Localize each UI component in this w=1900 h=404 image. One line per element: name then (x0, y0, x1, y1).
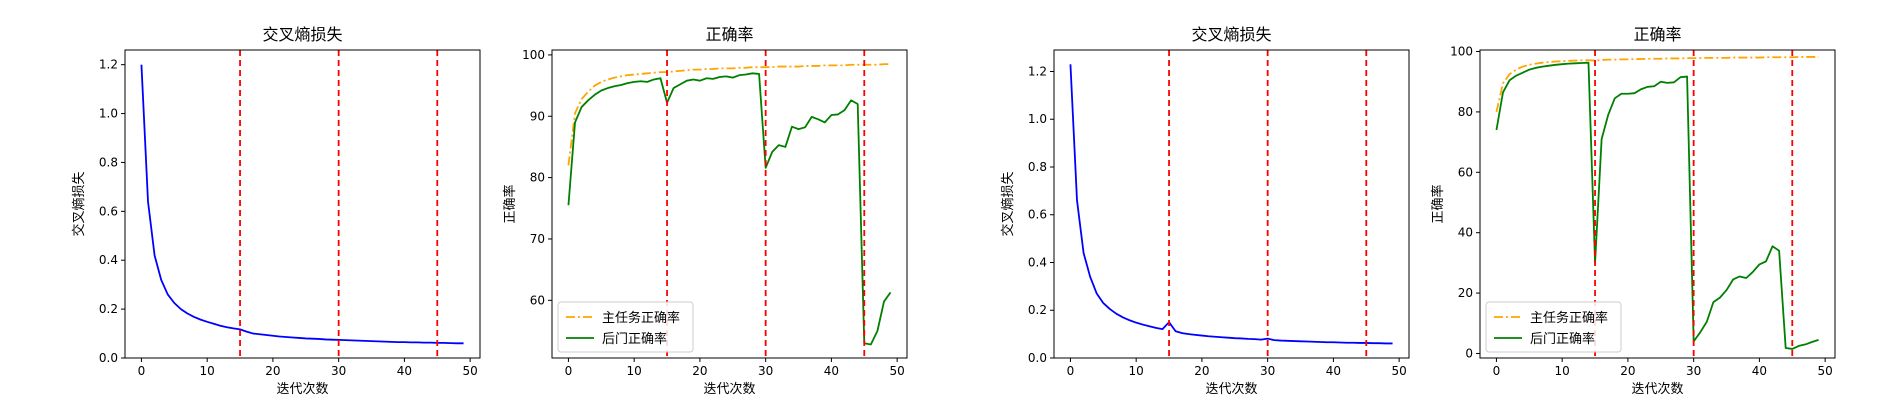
y-tick-label: 0 (1465, 346, 1473, 360)
y-tick-label: 1.2 (99, 58, 118, 72)
y-tick-label: 0.0 (99, 351, 118, 365)
y-tick-label: 0.6 (99, 204, 118, 218)
y-axis-label: 交叉熵损失 (71, 171, 87, 236)
chart-title: 正确率 (705, 25, 753, 44)
x-tick-label: 40 (824, 364, 839, 378)
x-tick-label: 30 (758, 364, 773, 378)
y-tick-label: 0.2 (99, 302, 118, 316)
x-tick-label: 20 (692, 364, 707, 378)
chart-title: 交叉熵损失 (262, 25, 342, 44)
y-tick-label: 0.4 (99, 253, 118, 267)
y-axis-label: 交叉熵损失 (1000, 171, 1016, 236)
y-tick-label: 100 (522, 48, 545, 62)
chart-panel-2: 正确率 0 10 20 30 40 50 60 70 80 90 100 迭代次数 正确率主任务正确率后门… (502, 25, 908, 397)
y-tick-label: 60 (1458, 165, 1473, 179)
x-tick-label: 10 (200, 364, 215, 378)
series-line-1 (567, 63, 891, 166)
series-line-2 (1495, 61, 1819, 350)
y-tick-label: 90 (530, 109, 545, 123)
series-line-2 (567, 72, 892, 346)
plot-area (1069, 50, 1393, 358)
legend-label-1: 主任务正确率 (1530, 310, 1608, 326)
x-tick-label: 20 (1194, 364, 1209, 378)
x-tick-label: 10 (1129, 364, 1144, 378)
x-tick-label: 0 (138, 364, 146, 378)
chart-title: 交叉熵损失 (1191, 25, 1271, 44)
x-axis-label: 迭代次数 (1205, 381, 1257, 397)
plot-frame (124, 49, 481, 359)
x-tick-label: 10 (627, 364, 642, 378)
x-tick-label: 30 (1686, 364, 1701, 378)
x-tick-label: 40 (1326, 364, 1341, 378)
y-tick-label: 80 (530, 171, 545, 185)
x-tick-label: 20 (265, 364, 280, 378)
x-tick-label: 0 (1067, 364, 1075, 378)
plot-frame (1479, 49, 1836, 359)
y-tick-label: 0.2 (1028, 303, 1047, 317)
y-axis-label: 正确率 (502, 184, 518, 223)
y-tick-label: 20 (1458, 286, 1473, 300)
y-tick-label: 70 (530, 232, 545, 246)
y-tick-label: 0.0 (1028, 351, 1047, 365)
legend-box (557, 301, 694, 353)
x-tick-label: 50 (889, 364, 904, 378)
chart-panel-3: 交叉熵损失 0 10 20 30 40 50 0.0 0.2 0.4 0.6 0.8 1.0 1.2 迭代次… (1000, 25, 1410, 397)
plot-frame (1053, 49, 1410, 359)
y-tick-label: 0.4 (1028, 255, 1047, 269)
x-tick-label: 40 (1752, 364, 1767, 378)
y-tick-label: 100 (1450, 45, 1473, 59)
series-line-1 (140, 64, 464, 345)
y-axis-label: 正确率 (1430, 184, 1446, 223)
y-tick-label: 0.6 (1028, 208, 1047, 222)
y-tick-label: 1.0 (99, 107, 118, 121)
x-tick-label: 10 (1555, 364, 1570, 378)
x-axis-label: 迭代次数 (703, 381, 755, 397)
x-axis-label: 迭代次数 (276, 381, 328, 397)
x-tick-label: 0 (1493, 364, 1501, 378)
chart-title: 正确率 (1633, 25, 1681, 44)
x-tick-label: 50 (462, 364, 477, 378)
y-tick-label: 0.8 (99, 155, 118, 169)
legend-label-2: 后门正确率 (1530, 331, 1595, 347)
y-tick-label: 1.2 (1028, 64, 1047, 78)
x-tick-label: 0 (565, 364, 573, 378)
y-tick-label: 1.0 (1028, 112, 1047, 126)
x-axis-label: 迭代次数 (1631, 381, 1683, 397)
x-tick-label: 50 (1817, 364, 1832, 378)
y-tick-label: 0.8 (1028, 160, 1047, 174)
x-tick-label: 20 (1620, 364, 1635, 378)
x-tick-label: 50 (1391, 364, 1406, 378)
y-tick-label: 80 (1458, 105, 1473, 119)
x-tick-label: 30 (1260, 364, 1275, 378)
legend-label-1: 主任务正确率 (602, 310, 680, 326)
chart-panel-1: 交叉熵损失 0 10 20 30 40 50 0.0 0.2 0.4 0.6 0.8 1.0 1.2 迭代次… (71, 25, 481, 397)
y-tick-label: 40 (1458, 226, 1473, 240)
plot-area (1495, 50, 1819, 358)
series-line-1 (1069, 64, 1393, 345)
series-line-1 (1495, 56, 1819, 113)
y-tick-label: 60 (530, 293, 545, 307)
plot-area (140, 50, 464, 358)
plot-area (567, 50, 892, 358)
plot-frame (551, 49, 908, 359)
legend-label-2: 后门正确率 (602, 331, 667, 347)
chart-panel-4: 正确率 0 10 20 30 40 50 0 20 40 60 80 100 迭代次数 正确率主任务正确率后… (1430, 25, 1836, 397)
x-tick-label: 30 (331, 364, 346, 378)
legend-box (1485, 301, 1622, 353)
x-tick-label: 40 (397, 364, 412, 378)
